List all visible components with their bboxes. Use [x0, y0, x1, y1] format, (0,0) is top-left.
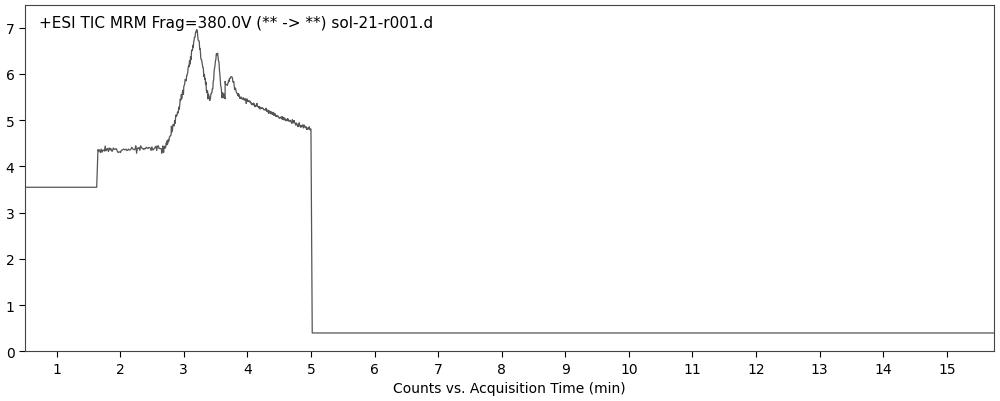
Text: +ESI TIC MRM Frag=380.0V (** -> **) sol-21-r001.d: +ESI TIC MRM Frag=380.0V (** -> **) sol-…	[39, 16, 434, 31]
X-axis label: Counts vs. Acquisition Time (min): Counts vs. Acquisition Time (min)	[393, 381, 626, 395]
